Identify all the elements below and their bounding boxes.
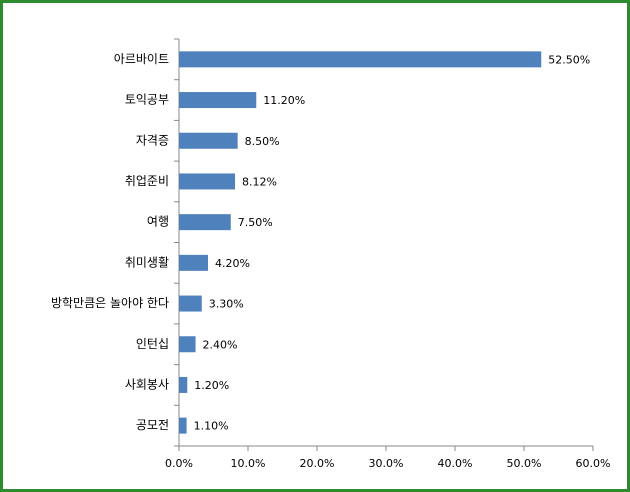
- value-label: 1.20%: [194, 379, 229, 392]
- y-tick-label: 사회봉사: [125, 377, 169, 391]
- bar: [179, 214, 231, 231]
- bar: [179, 254, 208, 271]
- x-tick-label: 60.0%: [576, 457, 611, 470]
- value-label: 4.20%: [215, 257, 250, 270]
- x-tick-label: 40.0%: [438, 457, 473, 470]
- x-tick-label: 50.0%: [507, 457, 542, 470]
- x-tick-label: 20.0%: [300, 457, 335, 470]
- y-tick-label: 자격증: [136, 133, 169, 147]
- value-label: 52.50%: [548, 53, 590, 66]
- y-tick-label: 여행: [147, 214, 169, 229]
- y-tick-label: 취업준비: [125, 174, 169, 188]
- value-label: 3.30%: [209, 298, 244, 311]
- bar: [179, 417, 187, 434]
- y-tick-label: 방학만큼은 놀아야 한다: [51, 296, 169, 310]
- x-tick-label: 30.0%: [369, 457, 404, 470]
- bar: [179, 376, 188, 393]
- value-label: 7.50%: [238, 216, 273, 229]
- y-tick-label: 아르바이트: [114, 52, 169, 66]
- y-tick-label: 토익공부: [125, 93, 169, 107]
- bar: [179, 173, 236, 190]
- x-tick-label: 0.0%: [165, 457, 193, 470]
- y-tick-label: 인턴십: [136, 337, 169, 351]
- value-label: 8.50%: [245, 135, 280, 148]
- bar: [179, 51, 542, 68]
- value-label: 1.10%: [194, 420, 229, 433]
- value-label: 8.12%: [242, 175, 277, 188]
- value-label: 2.40%: [203, 338, 238, 351]
- x-tick-label: 10.0%: [231, 457, 266, 470]
- bar: [179, 295, 202, 312]
- bar: [179, 336, 196, 353]
- bar: [179, 132, 238, 149]
- bar: [179, 92, 257, 109]
- value-label: 11.20%: [263, 94, 305, 107]
- y-tick-label: 공모전: [136, 418, 169, 432]
- y-tick-label: 취미생활: [125, 255, 169, 269]
